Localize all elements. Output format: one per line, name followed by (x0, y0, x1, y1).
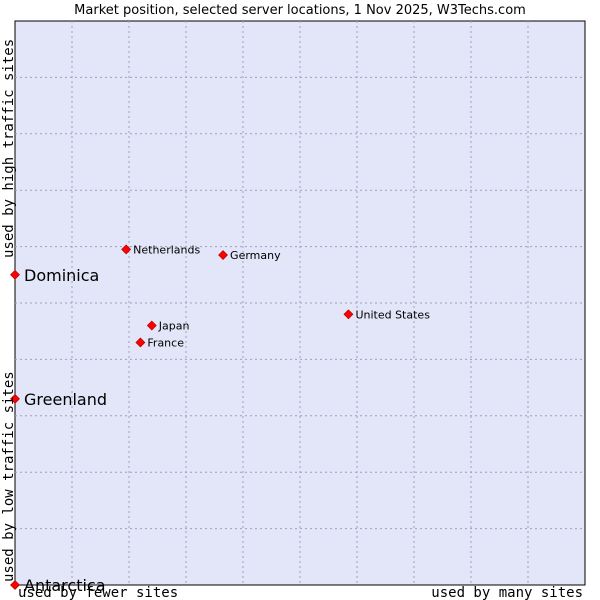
point-label-france: France (147, 336, 184, 349)
y-axis-label-high: used by high traffic sites (1, 39, 17, 258)
point-marker-dominica (10, 269, 20, 280)
point-marker-greenland (10, 393, 20, 404)
point-label-greenland: Greenland (24, 390, 107, 409)
point-label-netherlands: Netherlands (133, 243, 200, 256)
x-axis-label-high: used by many sites (431, 585, 583, 600)
point-marker-germany (218, 250, 228, 260)
chart-title: Market position, selected server locatio… (74, 3, 526, 18)
y-axis-label-low: used by low traffic sites (1, 371, 17, 582)
point-marker-antarctica (10, 580, 20, 590)
point-marker-united-states (343, 309, 354, 320)
point-marker-netherlands (121, 244, 132, 255)
point-label-japan: Japan (158, 320, 190, 333)
x-axis-label-low: used by fewer sites (18, 585, 178, 600)
point-label-antarctica: Antarctica (24, 576, 106, 595)
point-label-dominica: Dominica (24, 266, 99, 285)
point-marker-japan (146, 320, 157, 331)
point-marker-france (135, 337, 146, 348)
data-points: Dominica Greenland Antarctica Netherlands Ge… (10, 243, 430, 595)
point-label-united-states: United States (355, 308, 430, 321)
gridlines (15, 21, 585, 585)
point-label-germany: Germany (230, 249, 281, 262)
